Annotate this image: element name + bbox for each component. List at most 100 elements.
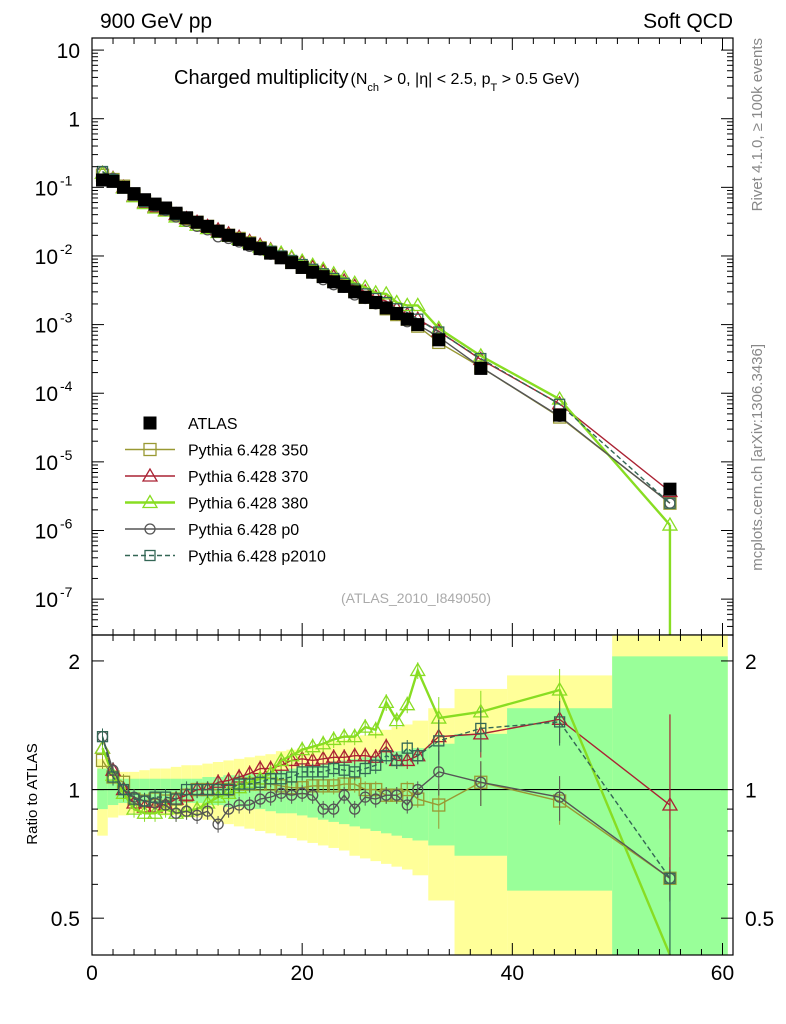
legend-entry: Pythia 6.428 370 — [125, 467, 308, 486]
ratio-series-pythia-6-428-p2010 — [96, 700, 676, 902]
header-left: 900 GeV pp — [100, 10, 212, 33]
y-tick-label: 10 — [35, 383, 58, 406]
main-point — [664, 497, 676, 509]
ratio-point — [433, 735, 445, 747]
main-series-atlas — [96, 173, 677, 496]
ratio-point — [475, 722, 487, 735]
ratio-point — [412, 783, 424, 796]
main-panel-series — [94, 165, 679, 635]
chart-title: Charged multiplicity (Nch > 0, |η| < 2.5,… — [174, 67, 580, 94]
ratio-y-tick-label-right: 2 — [745, 651, 757, 674]
ratio-point — [170, 807, 182, 819]
ratio-point — [283, 752, 300, 767]
ratio-point — [212, 818, 224, 830]
ratio-point — [136, 804, 153, 819]
ratio-y-tick-label: 1 — [68, 780, 80, 803]
ratio-point — [409, 662, 426, 677]
legend-marker — [141, 494, 159, 509]
ratio-point — [370, 793, 382, 805]
title-nch-symbol: N — [356, 71, 368, 88]
ratio-point — [367, 721, 384, 736]
rivet-version-label: Rivet 4.1.0, ≥ 100k events — [749, 38, 766, 211]
y-tick-label: 10 — [57, 40, 80, 63]
ratio-point — [401, 742, 413, 754]
main-point — [399, 297, 416, 312]
ratio-point — [286, 789, 298, 801]
ratio-point — [399, 752, 416, 767]
title-cut-text: > 0, |η| < 2.5, p — [379, 71, 491, 88]
ratio-point — [327, 779, 341, 793]
band-stat — [97, 768, 108, 810]
y-tick-exponent: -1 — [60, 172, 73, 188]
ratio-ylabel: Ratio to ATLAS — [24, 743, 41, 844]
title-pt-subscript: T — [491, 82, 498, 94]
main-point — [553, 408, 567, 422]
y-tick-exponent: -7 — [60, 584, 73, 600]
legend-entry: ATLAS — [143, 416, 238, 433]
ratio-point — [275, 787, 287, 799]
band-stat — [107, 778, 119, 806]
ratio-point — [399, 696, 416, 711]
ratio-point — [391, 754, 403, 767]
main-point — [411, 318, 425, 332]
ratio-point — [254, 793, 266, 805]
ratio-point — [170, 793, 182, 805]
ratio-point — [336, 728, 353, 743]
legend-marker — [144, 523, 156, 535]
ratio-point — [388, 712, 405, 727]
band-stat — [428, 743, 455, 846]
ratio-point — [180, 805, 193, 817]
ratio-point — [304, 738, 321, 753]
ratio-point — [264, 791, 277, 803]
analysis-id: (ATLAS_2010_I849050) — [341, 590, 491, 606]
ratio-point — [359, 791, 371, 803]
y-tick-label: 1 — [68, 109, 80, 132]
ratio-point — [433, 766, 445, 778]
legend-marker — [141, 467, 159, 482]
ratio-point — [294, 741, 311, 756]
y-tick-label: 10 — [35, 315, 58, 338]
main-point — [663, 496, 677, 510]
ratio-point — [325, 731, 342, 746]
x-tick-label: 0 — [86, 962, 98, 985]
y-tick-exponent: -3 — [60, 310, 73, 326]
ratio-point — [349, 803, 361, 815]
title-pt-cut: > 0.5 GeV) — [497, 71, 579, 88]
legend-label: Pythia 6.428 p0 — [188, 522, 299, 539]
legend-marker — [143, 442, 157, 457]
ratio-point — [475, 776, 487, 788]
ratio-point — [346, 728, 363, 743]
ratio-point — [346, 747, 363, 762]
legend-entry: Pythia 6.428 380 — [125, 494, 308, 513]
chart-title-main: Charged multiplicity — [174, 67, 349, 89]
main-frame — [91, 37, 734, 636]
x-tick-label: 40 — [501, 962, 524, 985]
y-tick-label: 10 — [35, 452, 58, 475]
y-tick-exponent: -2 — [60, 241, 73, 257]
ratio-point — [209, 788, 227, 803]
ratio-point — [243, 799, 256, 811]
main-point — [432, 333, 446, 347]
legend-entry: Pythia 6.428 p2010 — [125, 549, 326, 566]
ratio-y-tick-label: 2 — [68, 651, 80, 674]
ratio-point — [551, 681, 568, 696]
main-point — [409, 297, 426, 312]
ratio-point — [273, 752, 290, 767]
legend-label: Pythia 6.428 p2010 — [188, 549, 326, 566]
ratio-y-tick-label-right: 1 — [745, 780, 757, 803]
ratio-point — [357, 718, 374, 733]
x-tick-label: 60 — [711, 962, 734, 985]
legend-marker — [144, 549, 156, 562]
ratio-point — [370, 759, 382, 771]
ratio-point — [146, 804, 164, 819]
main-point — [661, 516, 679, 531]
ratio-point — [553, 791, 566, 803]
x-tick-label: 20 — [290, 962, 313, 985]
ratio-point — [412, 750, 424, 762]
mcplots-url-label: mcplots.cern.ch [arXiv:1306.3436] — [749, 344, 766, 571]
title-nch-subscript: ch — [367, 82, 379, 94]
ratio-point — [125, 800, 143, 815]
band-stat — [139, 778, 150, 804]
y-tick-label: 10 — [35, 246, 58, 269]
